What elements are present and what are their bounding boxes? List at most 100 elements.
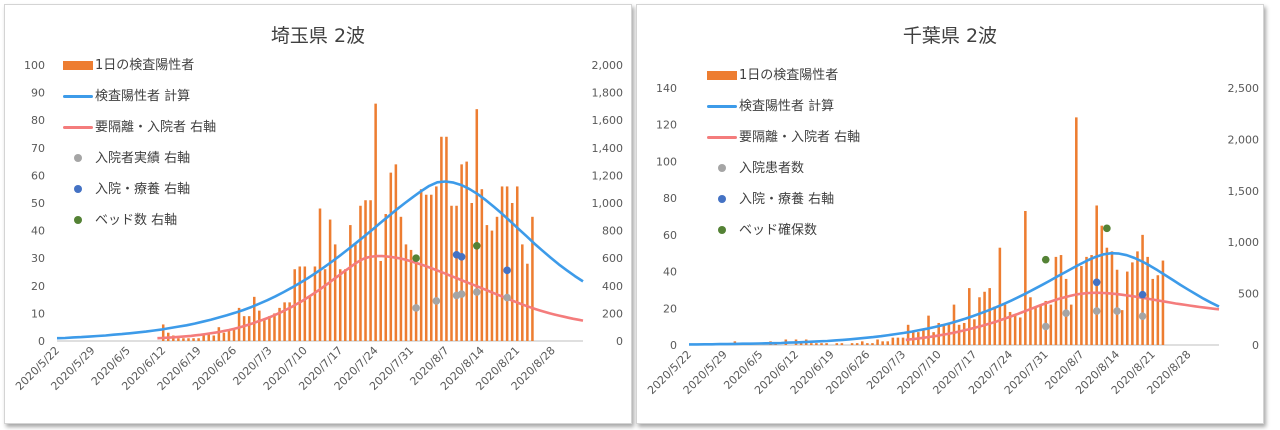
positive-bar — [1085, 256, 1088, 345]
positive-bar — [475, 109, 479, 341]
positive-bar — [480, 189, 484, 341]
positive-bar — [247, 316, 251, 341]
y-right-tick-label: 0 — [616, 335, 623, 348]
positive-bar — [906, 324, 910, 345]
positive-bar — [404, 244, 408, 341]
positive-bar — [202, 335, 205, 341]
positive-bar — [435, 186, 438, 341]
hospital-point — [1138, 312, 1147, 321]
legend-item-bed-dot: ベッド確保数 — [707, 215, 860, 246]
y-right-tick-label: 0 — [1252, 339, 1259, 352]
legend-label: 検査陽性者 計算 — [95, 89, 191, 104]
positive-bar — [840, 343, 844, 345]
positive-bar — [957, 324, 961, 345]
legend-label: 入院者実績 右軸 — [95, 151, 191, 166]
legend-item-hospital-dot: 入院者実績 右軸 — [63, 143, 216, 174]
y-right-tick-label: 800 — [602, 225, 623, 238]
positive-bar — [263, 318, 266, 341]
legend-swatch-dot — [74, 154, 82, 162]
positive-bar — [510, 203, 514, 341]
hospital-point — [1113, 307, 1121, 315]
positive-bar — [531, 216, 534, 341]
legend-label: 要隔離・入院者 右軸 — [739, 130, 861, 145]
legend-item-isolation-line: 要隔離・入院者 右軸 — [63, 112, 216, 143]
hospital-point — [412, 304, 420, 312]
legend-swatch-bar — [63, 61, 93, 70]
y-right-tick-label: 2,000 — [592, 59, 624, 72]
positive-bar — [1105, 247, 1109, 345]
positive-bar — [258, 310, 261, 341]
positive-bar — [232, 329, 236, 341]
y-left-tick-label: 90 — [31, 87, 45, 100]
positive-bar — [283, 302, 286, 341]
hospital-point — [1092, 307, 1101, 315]
positive-bar — [359, 205, 362, 341]
legend-label: 1日の検査陽性者 — [739, 68, 839, 83]
legend-swatch-dot — [74, 185, 82, 193]
y-left-tick-label: 0 — [38, 335, 45, 348]
y-left-tick-label: 100 — [656, 155, 677, 168]
positive-bar — [364, 200, 367, 341]
chart-canvas-saitama: 0 10 20 30 40 50 60 70 80 90 100 0 200 400 600 800 1,000… — [13, 59, 624, 393]
hospital-point — [432, 297, 441, 305]
legend-label: 1日の検査陽性者 — [95, 58, 195, 73]
legend-item-positive: 1日の検査陽性者 — [63, 50, 216, 81]
bed-point — [472, 241, 481, 250]
chart-panel-saitama: 埼玉県 2波 0 10 20 30 40 50 60 70 80 90 100 0 200 400 600 8… — [4, 4, 632, 424]
legend-swatch-bar — [707, 71, 737, 80]
positive-bar — [222, 332, 226, 341]
y-right-tick-label: 500 — [1238, 288, 1259, 301]
hospital-point — [1041, 322, 1050, 331]
positive-bar — [1090, 255, 1093, 345]
positive-bar — [952, 304, 956, 345]
treatment-point — [503, 266, 511, 275]
positive-bar — [1095, 205, 1098, 345]
positive-bar — [1049, 304, 1053, 345]
positive-bar — [445, 136, 448, 341]
legend-swatch-line — [707, 105, 737, 108]
positive-bar — [192, 338, 195, 341]
positive-bar — [1161, 260, 1165, 345]
positive-bar — [414, 260, 418, 341]
positive-bar — [424, 194, 428, 341]
positive-bar — [871, 343, 874, 345]
positive-bar — [866, 343, 869, 345]
positive-bar — [237, 307, 241, 341]
y-left-tick-label: 30 — [31, 252, 45, 265]
positive-bar — [820, 343, 823, 345]
positive-bar — [1125, 271, 1129, 345]
treatment-point — [457, 253, 466, 261]
y-right-tick-label: 1,500 — [1228, 185, 1260, 198]
positive-bar — [932, 332, 935, 345]
positive-bar — [288, 302, 291, 341]
calc-positive-line — [689, 251, 1220, 346]
positive-bar — [810, 343, 813, 345]
positive-bar — [1024, 210, 1027, 345]
positive-bar — [1029, 297, 1032, 345]
positive-bar — [460, 164, 463, 341]
legend-swatch-line — [707, 136, 737, 139]
legend-label: 要隔離・入院者 右軸 — [95, 120, 217, 135]
hospital-point — [472, 288, 481, 296]
positive-bar — [333, 244, 337, 341]
legend-swatch-dot — [718, 226, 726, 234]
positive-bar — [252, 296, 256, 341]
positive-bar — [278, 307, 281, 341]
positive-bar — [1013, 315, 1017, 345]
positive-bar — [927, 315, 930, 345]
positive-bar — [318, 208, 322, 341]
positive-bar — [212, 335, 216, 341]
positive-bar — [187, 338, 190, 341]
positive-bar — [1069, 304, 1073, 345]
positive-bar — [876, 339, 879, 345]
y-left-tick-label: 80 — [663, 192, 677, 205]
chart-title: 埼玉県 2波 — [270, 25, 366, 47]
positive-bar — [323, 269, 327, 341]
positive-bar — [379, 260, 382, 341]
positive-bar — [495, 216, 499, 341]
positive-bar — [227, 329, 231, 341]
y-left-tick-label: 40 — [31, 225, 45, 238]
y-right-tick-label: 1,400 — [592, 142, 624, 155]
positive-bar — [1003, 304, 1007, 345]
y-left-tick-label: 100 — [24, 59, 45, 72]
